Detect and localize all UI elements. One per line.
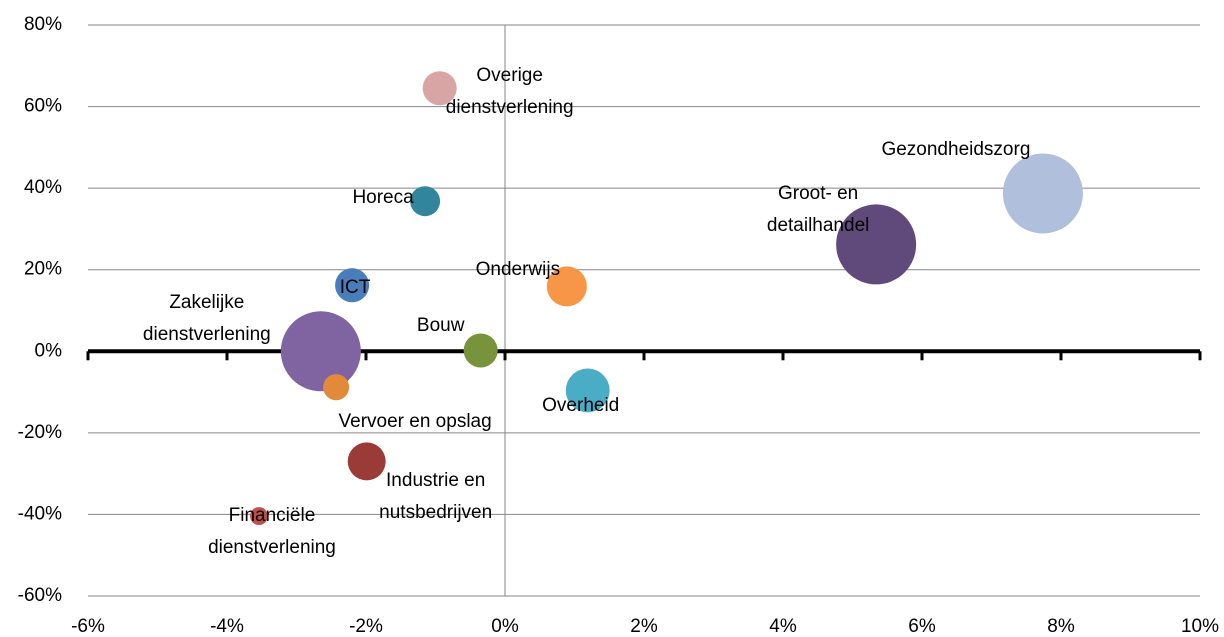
y-tick-label: 80% bbox=[24, 14, 62, 35]
bubble bbox=[335, 268, 370, 303]
bubble bbox=[422, 71, 457, 106]
bubble-label: Gezondheidszorg bbox=[881, 139, 1031, 161]
bubble-label: Groot- en detailhandel bbox=[766, 183, 870, 237]
bubble-label: Overheid bbox=[542, 395, 620, 417]
y-tick-label: -40% bbox=[18, 503, 62, 524]
y-tick-label: 60% bbox=[24, 96, 62, 117]
y-tick-label: 0% bbox=[35, 340, 63, 361]
x-tick-label: 6% bbox=[908, 616, 936, 637]
bubble-label: Horeca bbox=[352, 187, 414, 209]
bubble-label: Overige dienstverlening bbox=[445, 65, 574, 119]
y-tick-label: -20% bbox=[18, 422, 62, 443]
bubble bbox=[250, 507, 268, 526]
bubble bbox=[463, 333, 498, 368]
x-tick-label: 4% bbox=[769, 616, 797, 637]
bubble-label: ICT bbox=[339, 277, 371, 299]
y-tick-label: 20% bbox=[24, 259, 62, 280]
bubble bbox=[347, 442, 386, 481]
x-tick-label: 8% bbox=[1047, 616, 1075, 637]
bubble-label: Financiële dienstverlening bbox=[208, 505, 336, 559]
bubble bbox=[410, 186, 441, 217]
y-tick-label: 40% bbox=[24, 177, 62, 198]
x-tick-label: 10% bbox=[1181, 616, 1219, 637]
bubble bbox=[546, 266, 587, 307]
bubble bbox=[323, 374, 350, 401]
bubble-label: Bouw bbox=[416, 315, 465, 337]
bubble bbox=[280, 311, 361, 392]
bubble-label: Industrie en nutsbedrijven bbox=[379, 470, 493, 524]
bubble-label: Zakelijke dienstverlening bbox=[142, 292, 271, 346]
bubble bbox=[1002, 153, 1083, 234]
x-tick-label: -2% bbox=[349, 616, 383, 637]
x-tick-label: 2% bbox=[630, 616, 658, 637]
x-tick-label: -6% bbox=[71, 616, 105, 637]
bubble bbox=[565, 368, 610, 413]
bubble bbox=[836, 204, 917, 285]
bubble-label: Vervoer en opslag bbox=[338, 411, 492, 433]
x-tick-label: -4% bbox=[210, 616, 244, 637]
y-tick-label: -60% bbox=[18, 585, 62, 606]
bubble-label: Onderwijs bbox=[475, 259, 561, 281]
x-tick-label: 0% bbox=[491, 616, 519, 637]
